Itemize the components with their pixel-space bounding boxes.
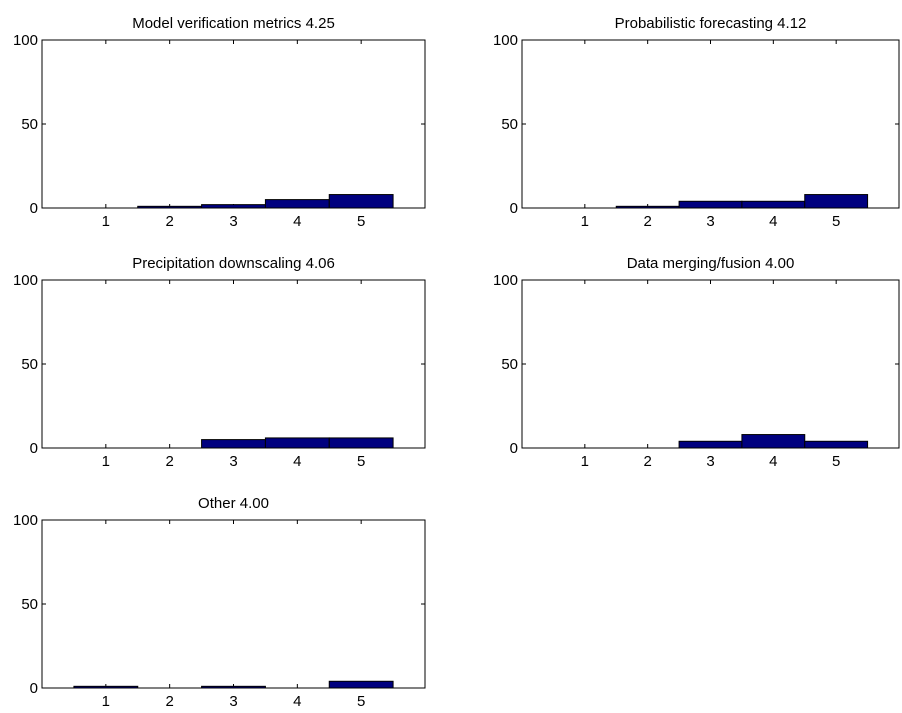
bar <box>264 199 330 209</box>
y-tick-label: 50 <box>21 116 38 133</box>
y-tick-label: 100 <box>493 32 518 49</box>
chart-title: Model verification metrics 4.25 <box>132 15 335 32</box>
axes-frame <box>41 39 426 209</box>
y-tick-label: 100 <box>13 512 38 529</box>
x-tick-label: 4 <box>293 693 301 710</box>
y-tick-label: 0 <box>510 440 518 457</box>
y-tick-label: 0 <box>510 200 518 217</box>
x-tick-label: 3 <box>229 693 237 710</box>
bar <box>201 204 266 209</box>
x-tick-label: 2 <box>643 453 651 470</box>
subplot-5: Other 4.00 0 50 100 1 2 3 4 5 <box>13 495 426 710</box>
x-tick-label: 1 <box>102 693 110 710</box>
x-tick-label: 2 <box>165 213 173 230</box>
y-tick-label: 100 <box>493 272 518 289</box>
x-tick-label: 5 <box>832 213 840 230</box>
bar <box>201 439 266 449</box>
y-tick-label: 0 <box>30 200 38 217</box>
axes-frame <box>521 39 900 209</box>
x-tick-label: 3 <box>706 213 714 230</box>
bar <box>328 680 394 689</box>
x-tick-label: 3 <box>229 213 237 230</box>
bar <box>678 440 743 449</box>
bar <box>328 437 394 449</box>
x-tick-label: 5 <box>357 453 365 470</box>
x-tick-label: 2 <box>643 213 651 230</box>
y-tick-label: 100 <box>13 32 38 49</box>
bar <box>804 440 869 449</box>
bar <box>264 437 330 449</box>
y-tick-label: 50 <box>501 116 518 133</box>
x-tick-label: 5 <box>357 693 365 710</box>
bar <box>741 200 806 209</box>
chart-title: Data merging/fusion 4.00 <box>627 255 795 272</box>
bar <box>201 685 266 689</box>
chart-title: Other 4.00 <box>198 495 269 512</box>
y-tick-label: 0 <box>30 680 38 697</box>
subplot-4: Data merging/fusion 4.00 0 50 100 1 2 3 4 5 <box>493 255 900 470</box>
x-tick-label: 4 <box>769 213 777 230</box>
y-tick-label: 50 <box>21 356 38 373</box>
bar <box>328 194 394 209</box>
axes-frame <box>41 519 426 689</box>
x-tick-label: 1 <box>102 453 110 470</box>
bar <box>741 434 806 449</box>
chart-title: Precipitation downscaling 4.06 <box>132 255 335 272</box>
y-tick-label: 0 <box>30 440 38 457</box>
x-tick-label: 3 <box>229 453 237 470</box>
bar <box>678 200 743 209</box>
bar <box>804 194 869 209</box>
axes-frame <box>521 279 900 449</box>
subplot-3: Precipitation downscaling 4.06 0 50 100 1 2 3 4… <box>13 255 426 470</box>
x-tick-label: 2 <box>165 693 173 710</box>
x-tick-label: 1 <box>581 213 589 230</box>
y-tick-label: 100 <box>13 272 38 289</box>
chart-title: Probabilistic forecasting 4.12 <box>615 15 807 32</box>
x-tick-label: 5 <box>832 453 840 470</box>
x-tick-label: 4 <box>293 213 301 230</box>
subplot-1: Model verification metrics 4.25 0 50 100 1 2 3… <box>13 15 426 230</box>
y-tick-label: 50 <box>501 356 518 373</box>
axes-frame <box>41 279 426 449</box>
subplot-2: Probabilistic forecasting 4.12 0 50 100 1 2 3 4… <box>493 15 900 230</box>
bar <box>73 685 139 689</box>
x-tick-label: 2 <box>165 453 173 470</box>
x-tick-label: 4 <box>293 453 301 470</box>
x-tick-label: 5 <box>357 213 365 230</box>
x-tick-label: 1 <box>581 453 589 470</box>
x-tick-label: 4 <box>769 453 777 470</box>
x-tick-label: 1 <box>102 213 110 230</box>
bar <box>615 205 680 209</box>
y-tick-label: 50 <box>21 596 38 613</box>
bar <box>137 205 203 209</box>
x-tick-label: 3 <box>706 453 714 470</box>
